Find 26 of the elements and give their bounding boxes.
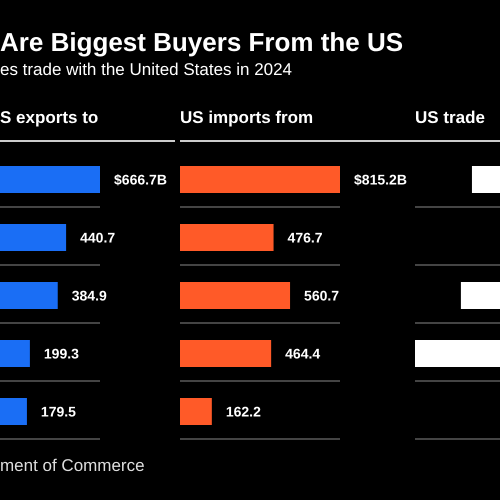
data-label: 162.2: [226, 403, 262, 420]
data-label: $815.2B: [354, 171, 407, 188]
bar: [0, 340, 30, 367]
x-axis-title: US imports from: [180, 108, 314, 128]
data-label: 384.9: [72, 287, 107, 304]
data-label: 464.4: [285, 345, 320, 362]
data-label: 199.3: [44, 345, 80, 362]
data-label: 179.5: [40, 403, 76, 420]
bar: [0, 282, 58, 309]
bar: [0, 224, 66, 251]
text: Are Biggest Buyers From the US: [0, 27, 404, 58]
bar: [180, 398, 212, 425]
text: ment of Commerce: [0, 456, 145, 476]
bar: [0, 398, 27, 425]
bar: [180, 166, 340, 193]
x-axis-title: S exports to: [0, 108, 98, 128]
bar: [180, 282, 290, 309]
bar: [0, 166, 100, 193]
data-label: 440.7: [80, 229, 116, 246]
bar: [180, 224, 274, 251]
data-label: 560.7: [304, 287, 340, 304]
bar: [180, 340, 272, 367]
x-axis-title: US trade: [415, 108, 485, 128]
text: es trade with the United States in 2024: [0, 60, 292, 80]
data-label: 476.7: [288, 229, 323, 246]
data-label: $666.7B: [114, 171, 167, 188]
